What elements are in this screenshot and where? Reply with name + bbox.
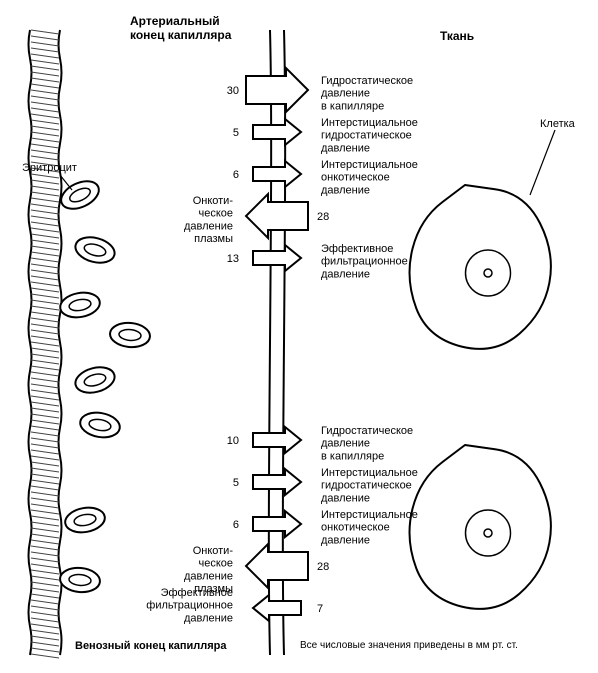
pressure-arrow — [253, 245, 301, 271]
pressure-value: 10 — [227, 435, 239, 447]
pressure-label: Интерстициальноегидростатическоедавление — [321, 117, 418, 154]
label-arterial-end: Артериальный конец капилляра — [130, 15, 231, 43]
pressure-value: 5 — [233, 477, 239, 489]
erythrocyte — [58, 290, 102, 321]
pressure-arrow — [253, 469, 301, 495]
pressure-label: Гидростатическоедавлениев капилляре — [321, 425, 413, 462]
pressure-value: 30 — [227, 85, 239, 97]
pressure-label: Онкоти-ческоедавлениеплазмы — [184, 195, 233, 245]
pressure-value: 13 — [227, 253, 239, 265]
cell-pointer — [530, 130, 555, 195]
erythrocyte — [63, 505, 107, 536]
pressure-arrow — [253, 427, 301, 453]
pressure-value: 6 — [233, 519, 239, 531]
pressure-label: Эффективноефильтрационноедавление — [146, 587, 233, 624]
pressure-arrow — [246, 544, 308, 588]
pressure-value: 28 — [317, 211, 329, 223]
pressure-arrow — [253, 595, 301, 621]
vessel-wall-hatch — [31, 30, 59, 658]
cell — [410, 185, 551, 349]
pressure-label: Интерстициальноеонкотическоедавление — [321, 509, 418, 546]
pressure-arrow — [253, 119, 301, 145]
pressure-value: 7 — [317, 603, 323, 615]
erythrocyte — [73, 363, 118, 397]
pressure-arrow — [253, 161, 301, 187]
pressure-label: Интерстициальноеонкотическоедавление — [321, 159, 418, 196]
pressure-label: Эффективноефильтрационноедавление — [321, 243, 408, 280]
label-cell: Клетка — [540, 118, 575, 131]
pressure-arrow — [246, 68, 308, 112]
erythrocyte — [73, 233, 118, 267]
erythrocyte — [109, 321, 151, 348]
label-erythrocyte: Эритроцит — [22, 162, 77, 175]
pressure-arrow — [246, 194, 308, 238]
erythrocyte — [78, 410, 122, 441]
label-tissue: Ткань — [440, 30, 474, 44]
label-units: Все числовые значения приведены в мм рт.… — [300, 640, 518, 652]
diagram-svg: 30 Гидростатическоедавлениев капилляре 5 Ин… — [0, 0, 598, 673]
erythrocyte — [57, 176, 103, 215]
pressure-label: Гидростатическоедавлениев капилляре — [321, 75, 413, 112]
pressure-value: 5 — [233, 127, 239, 139]
cell — [410, 445, 551, 609]
erythrocyte — [59, 566, 101, 593]
pressure-label: Интерстициальноегидростатическоедавление — [321, 467, 418, 504]
pressure-value: 6 — [233, 169, 239, 181]
pressure-arrow — [253, 511, 301, 537]
label-venous-end: Венозный конец капилляра — [75, 640, 227, 653]
pressure-value: 28 — [317, 561, 329, 573]
